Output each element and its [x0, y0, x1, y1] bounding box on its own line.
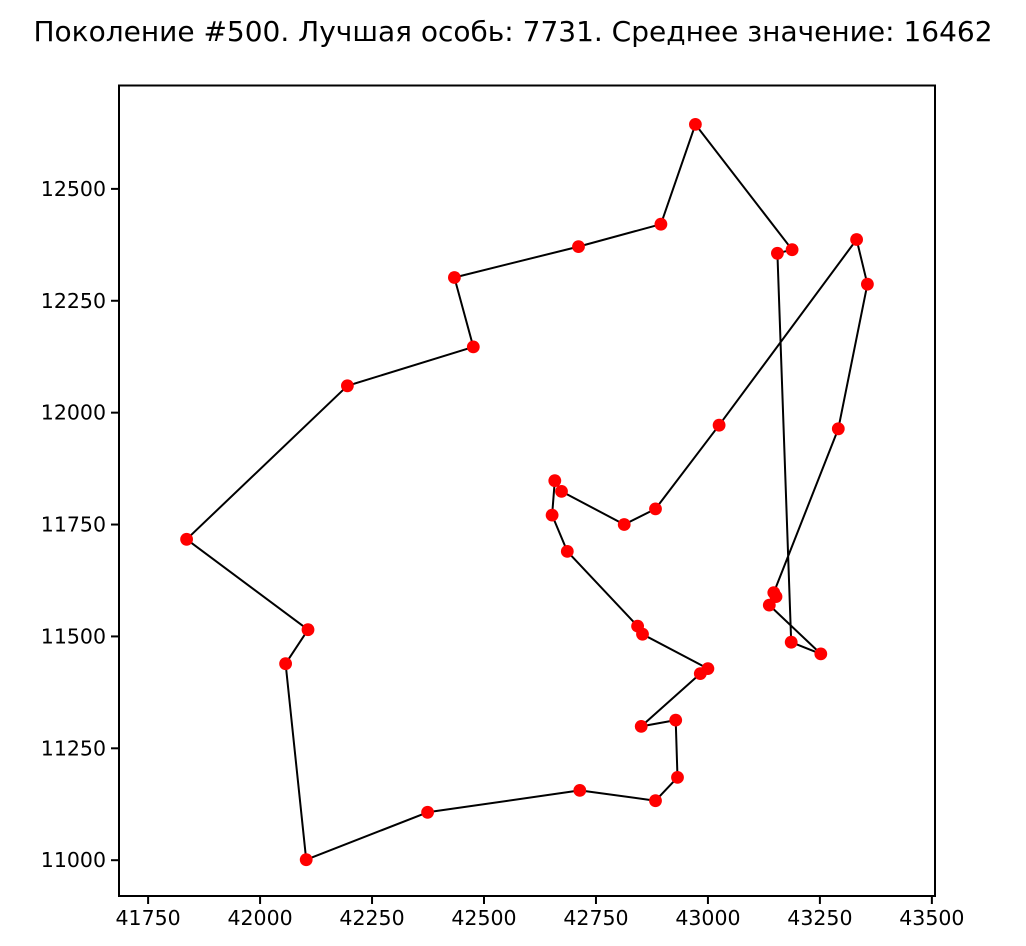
- data-point: [572, 240, 585, 254]
- data-point: [814, 647, 828, 661]
- data-point: [548, 474, 562, 488]
- data-point: [545, 508, 559, 522]
- data-point: [831, 422, 845, 436]
- data-point: [649, 794, 662, 808]
- data-point: [861, 277, 874, 291]
- y-tick-label: 11250: [41, 736, 106, 760]
- x-tick-label: 42500: [451, 906, 516, 930]
- data-point: [341, 379, 354, 393]
- data-point: [669, 713, 683, 727]
- data-point: [784, 635, 798, 649]
- x-tick-label: 43500: [899, 906, 964, 930]
- data-point: [617, 518, 631, 531]
- x-tick-label: 42250: [339, 906, 404, 930]
- x-tick-label: 43000: [675, 906, 740, 930]
- data-point: [555, 485, 568, 498]
- x-tick-label: 41750: [116, 906, 181, 930]
- data-point: [785, 243, 799, 257]
- data-point: [634, 720, 648, 733]
- data-point: [689, 118, 702, 131]
- chart-title: Поколение #500. Лучшая особь: 7731. Сред…: [33, 15, 992, 48]
- data-point: [701, 662, 715, 675]
- y-tick-label: 11000: [41, 848, 106, 872]
- data-point: [649, 502, 662, 516]
- data-point: [654, 217, 668, 231]
- data-point: [631, 619, 644, 633]
- x-tick-label: 43250: [787, 906, 852, 930]
- data-point: [671, 771, 684, 784]
- data-point: [762, 598, 776, 612]
- data-point: [279, 657, 292, 671]
- y-tick-label: 12000: [41, 401, 106, 425]
- data-point: [560, 545, 574, 558]
- y-tick-label: 12500: [41, 177, 106, 201]
- data-point: [299, 853, 313, 867]
- data-point: [448, 271, 461, 284]
- data-point: [466, 340, 480, 354]
- data-point: [301, 623, 315, 637]
- data-point: [180, 532, 194, 546]
- x-tick-label: 42750: [563, 906, 628, 930]
- x-tick-label: 42000: [227, 906, 292, 930]
- data-point: [421, 805, 434, 819]
- y-tick-label: 11750: [41, 513, 106, 537]
- data-point: [712, 418, 726, 432]
- data-point: [771, 246, 784, 260]
- plot-area: 41750 42000 42250 42500 42750 43000 43250 43500…: [41, 84, 964, 930]
- axes-spines: [118, 84, 936, 897]
- data-point: [850, 233, 863, 246]
- data-point: [573, 784, 587, 797]
- y-tick-label: 11500: [41, 624, 106, 648]
- y-tick-label: 12250: [41, 289, 106, 313]
